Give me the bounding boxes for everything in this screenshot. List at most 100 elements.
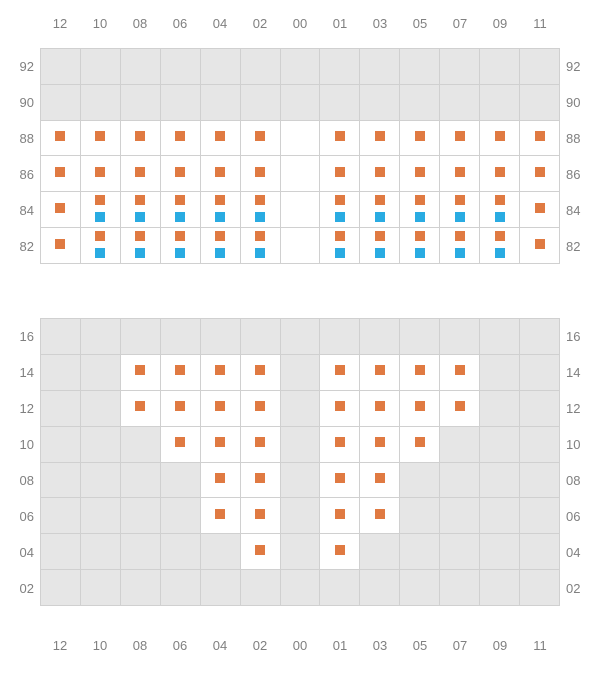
seat-cell[interactable] (319, 533, 359, 569)
seat-cell[interactable] (359, 227, 399, 263)
seat-cell[interactable] (319, 426, 359, 462)
seat-cell[interactable] (399, 191, 439, 227)
seat-cell[interactable] (200, 497, 240, 533)
seat-cell[interactable] (479, 227, 519, 263)
seat-cell[interactable] (160, 354, 200, 390)
seat-cell[interactable] (160, 155, 200, 191)
seat-cell[interactable] (40, 155, 80, 191)
seat-cell[interactable] (40, 227, 80, 263)
seat-cell (399, 569, 439, 605)
seat-cell[interactable] (120, 155, 160, 191)
seat-cell[interactable] (240, 462, 280, 498)
seat-cell[interactable] (319, 354, 359, 390)
seat-cell[interactable] (80, 120, 120, 156)
seat-cell[interactable] (519, 191, 559, 227)
seat-cell[interactable] (120, 354, 160, 390)
seat-cell[interactable] (359, 354, 399, 390)
seat-cell[interactable] (280, 120, 320, 156)
blue-marker (455, 248, 465, 258)
x-label: 05 (400, 638, 440, 658)
seat-cell[interactable] (479, 191, 519, 227)
seat-cell[interactable] (359, 390, 399, 426)
seat-cell (80, 84, 120, 120)
seat-cell[interactable] (399, 390, 439, 426)
seat-cell[interactable] (439, 390, 479, 426)
seat-cell[interactable] (439, 155, 479, 191)
seat-cell[interactable] (359, 155, 399, 191)
seat-cell[interactable] (359, 120, 399, 156)
seat-cell[interactable] (160, 120, 200, 156)
seat-cell[interactable] (319, 462, 359, 498)
x-label: 05 (400, 16, 440, 36)
seat-cell (280, 426, 320, 462)
seat-cell[interactable] (439, 191, 479, 227)
seat-cell[interactable] (200, 390, 240, 426)
seat-cell[interactable] (120, 120, 160, 156)
orange-marker (215, 195, 225, 205)
seat-cell[interactable] (120, 191, 160, 227)
seat-cell[interactable] (200, 354, 240, 390)
seat-cell[interactable] (319, 497, 359, 533)
seat-cell[interactable] (160, 191, 200, 227)
seat-cell[interactable] (160, 426, 200, 462)
seat-cell[interactable] (319, 227, 359, 263)
seat-cell[interactable] (240, 191, 280, 227)
seat-cell[interactable] (200, 191, 240, 227)
orange-marker (375, 473, 385, 483)
seat-cell[interactable] (40, 191, 80, 227)
x-label: 12 (40, 16, 80, 36)
seat-cell[interactable] (399, 155, 439, 191)
seat-cell[interactable] (319, 390, 359, 426)
seat-cell[interactable] (240, 390, 280, 426)
seat-cell[interactable] (519, 120, 559, 156)
seat-cell[interactable] (240, 120, 280, 156)
x-label: 03 (360, 638, 400, 658)
seat-cell[interactable] (399, 227, 439, 263)
seat-cell[interactable] (240, 227, 280, 263)
x-label: 11 (520, 638, 560, 658)
seat-cell[interactable] (80, 227, 120, 263)
seat-cell[interactable] (200, 120, 240, 156)
seat-cell[interactable] (399, 354, 439, 390)
seat-cell[interactable] (280, 155, 320, 191)
seat-cell (120, 462, 160, 498)
seat-cell[interactable] (80, 155, 120, 191)
top-section (40, 48, 560, 264)
seat-cell[interactable] (240, 426, 280, 462)
seat-cell[interactable] (200, 426, 240, 462)
seat-cell[interactable] (160, 227, 200, 263)
seat-cell[interactable] (519, 155, 559, 191)
seat-cell[interactable] (240, 155, 280, 191)
seat-cell[interactable] (120, 390, 160, 426)
seat-cell[interactable] (319, 155, 359, 191)
seat-cell (80, 533, 120, 569)
seat-cell[interactable] (160, 390, 200, 426)
seat-cell[interactable] (479, 155, 519, 191)
seat-cell[interactable] (200, 155, 240, 191)
seat-cell[interactable] (439, 227, 479, 263)
seat-cell[interactable] (359, 497, 399, 533)
seat-cell[interactable] (359, 426, 399, 462)
seat-cell[interactable] (240, 497, 280, 533)
seat-cell[interactable] (240, 354, 280, 390)
orange-marker (375, 167, 385, 177)
seat-cell[interactable] (200, 462, 240, 498)
seat-cell[interactable] (479, 120, 519, 156)
seat-cell[interactable] (319, 191, 359, 227)
seat-cell[interactable] (280, 227, 320, 263)
seat-cell[interactable] (319, 120, 359, 156)
seat-cell[interactable] (280, 191, 320, 227)
seat-cell[interactable] (200, 227, 240, 263)
seat-cell (479, 533, 519, 569)
seat-cell[interactable] (359, 191, 399, 227)
seat-cell[interactable] (40, 120, 80, 156)
seat-cell[interactable] (399, 120, 439, 156)
seat-cell[interactable] (240, 533, 280, 569)
seat-cell[interactable] (359, 462, 399, 498)
seat-cell[interactable] (120, 227, 160, 263)
seat-cell[interactable] (439, 120, 479, 156)
seat-cell[interactable] (439, 354, 479, 390)
seat-cell[interactable] (399, 426, 439, 462)
seat-cell[interactable] (519, 227, 559, 263)
seat-cell[interactable] (80, 191, 120, 227)
